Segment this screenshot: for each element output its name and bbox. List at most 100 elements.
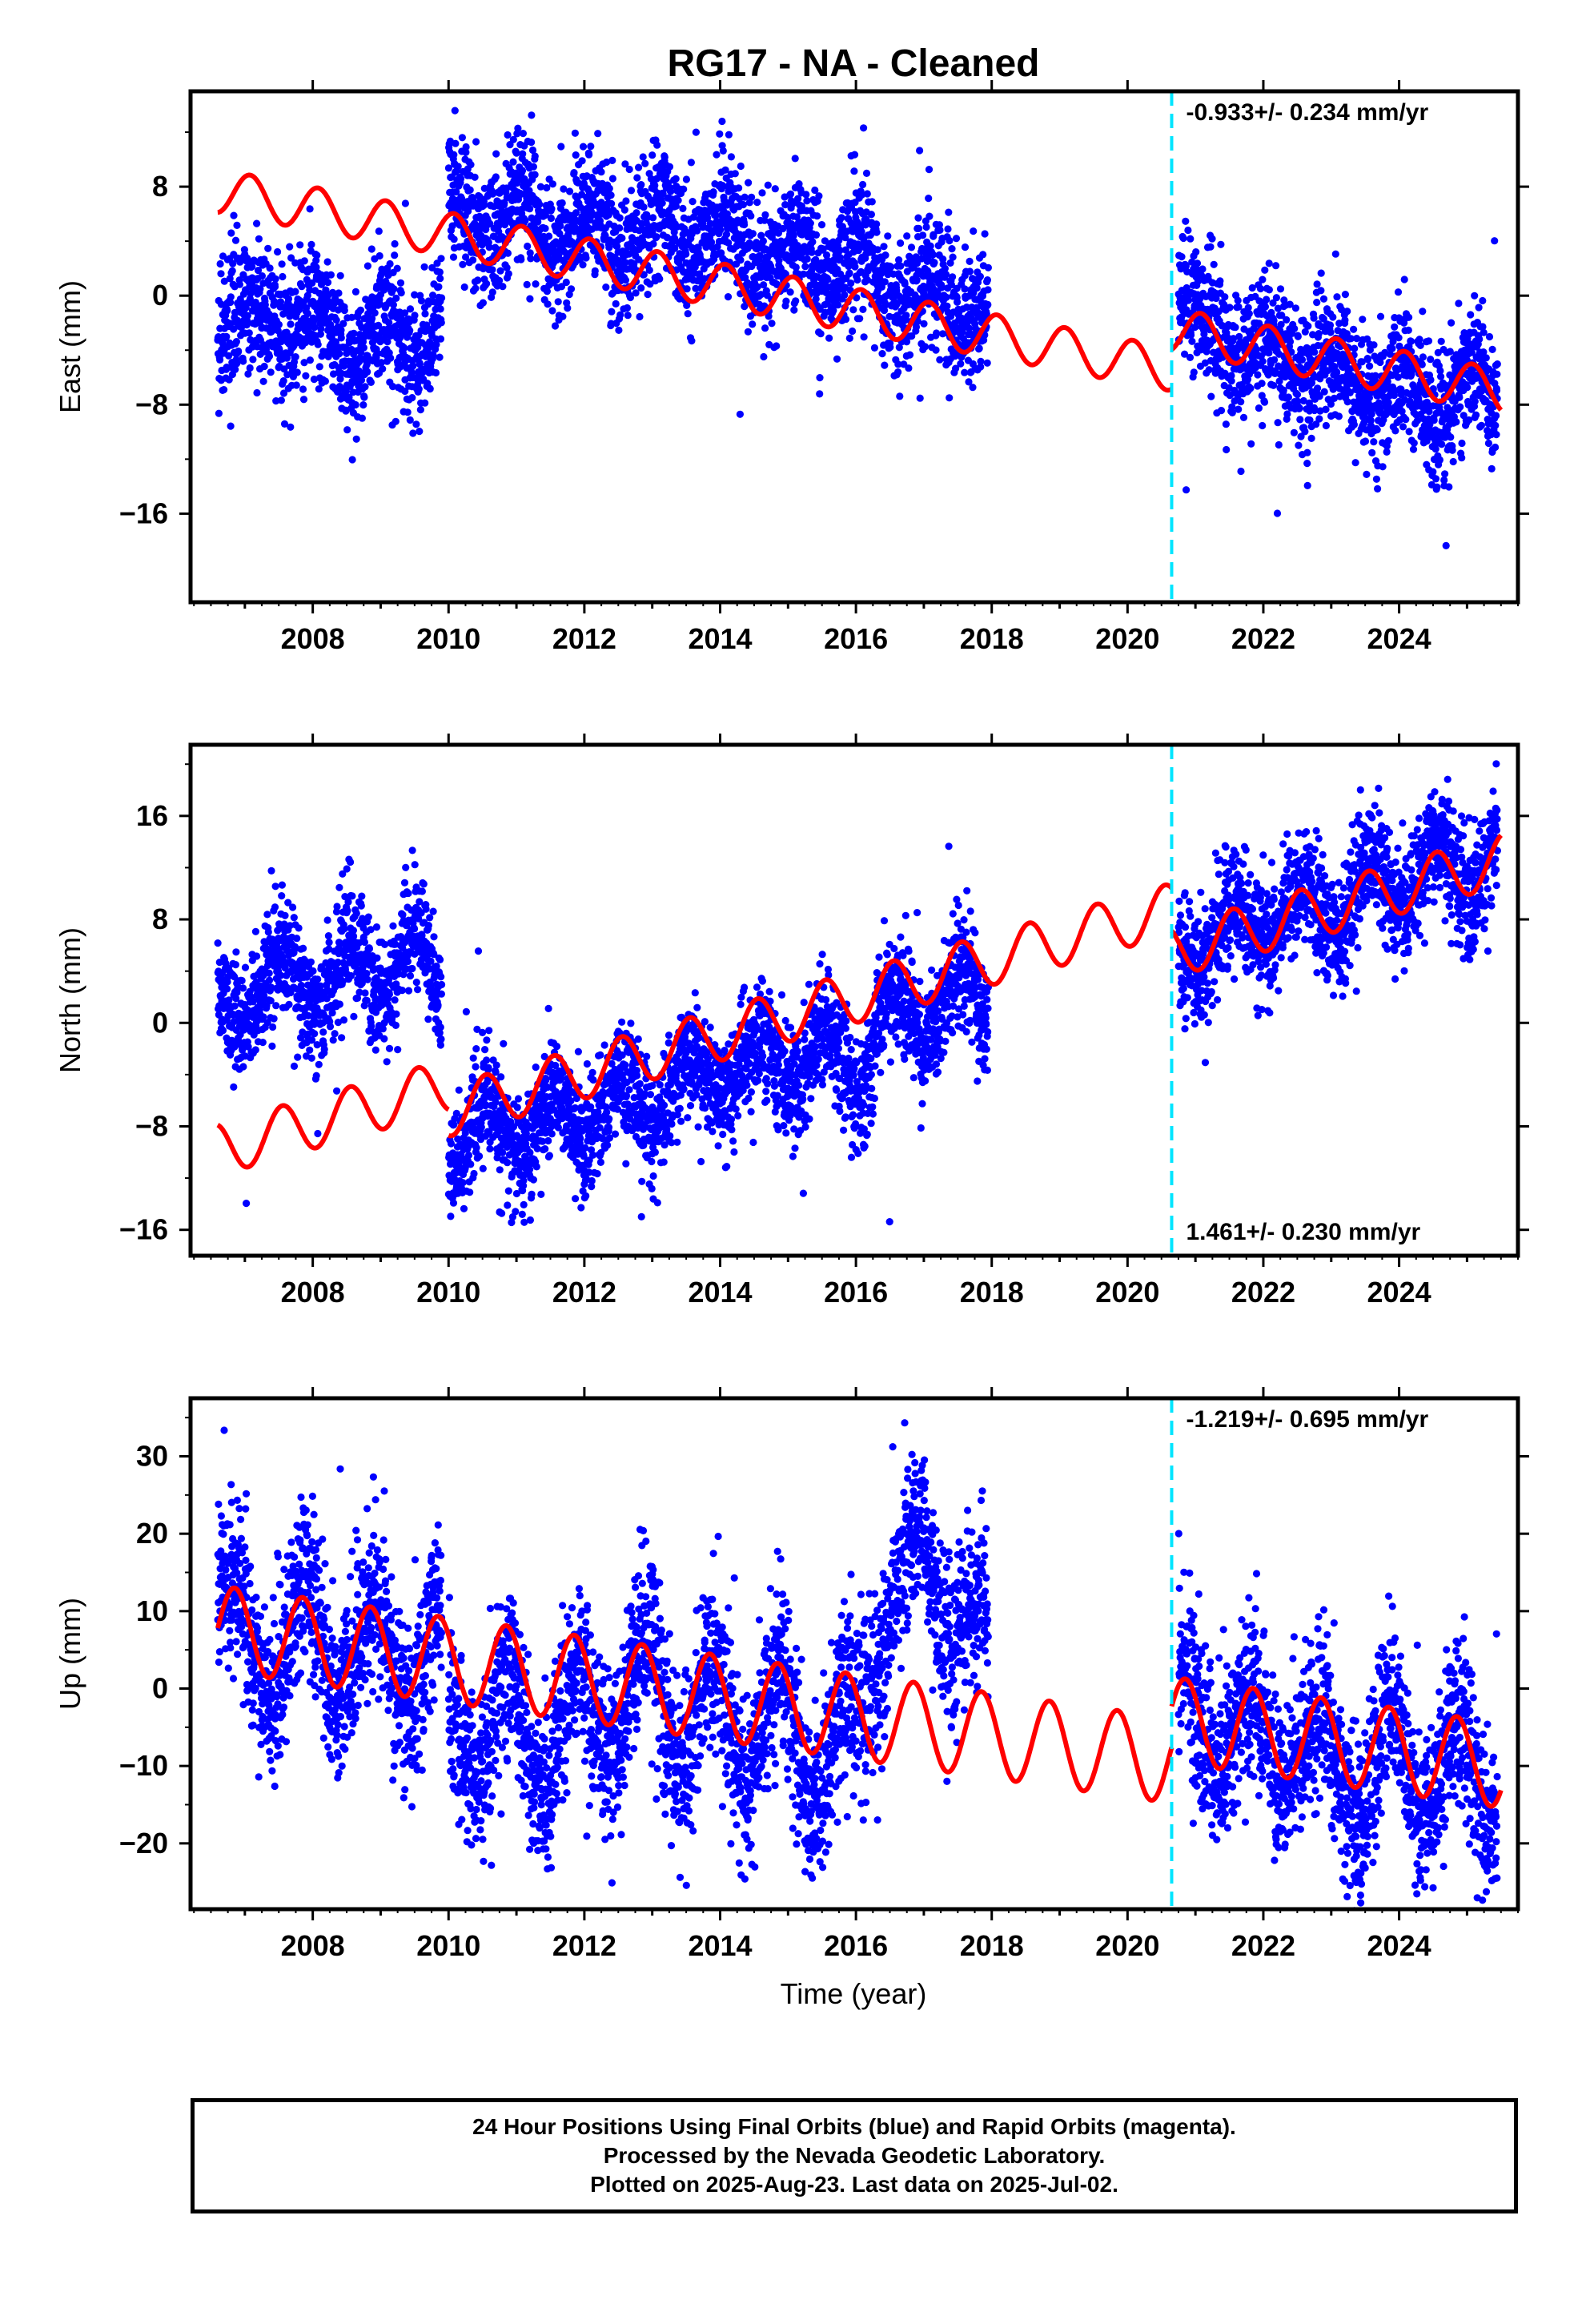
data-point (1223, 445, 1231, 454)
data-point (1322, 421, 1330, 430)
data-point (1290, 428, 1298, 436)
data-point (942, 271, 950, 279)
data-point (1343, 308, 1351, 316)
data-point (860, 124, 868, 132)
data-point (226, 275, 234, 283)
data-point (881, 278, 889, 286)
data-point (682, 250, 690, 258)
data-point (432, 340, 440, 348)
data-point (389, 300, 397, 309)
data-point (303, 309, 311, 318)
data-point (379, 365, 387, 373)
data-point (870, 344, 878, 352)
data-point (1311, 348, 1319, 356)
data-point (761, 324, 769, 332)
data-point (1234, 296, 1242, 304)
data-point (466, 186, 474, 194)
data-point (299, 396, 308, 404)
data-point (1258, 380, 1266, 388)
data-point (543, 287, 552, 296)
data-point (302, 372, 310, 380)
data-point (1446, 348, 1454, 356)
data-point (658, 199, 666, 207)
data-point (564, 304, 572, 312)
data-point (471, 173, 479, 181)
data-point (760, 281, 768, 289)
data-point (845, 269, 853, 277)
data-point (621, 259, 629, 267)
data-point (291, 353, 299, 361)
data-point (271, 283, 279, 291)
x-tick-label: 2010 (416, 622, 480, 655)
data-point (293, 368, 301, 376)
data-point (1254, 371, 1262, 379)
data-point (1376, 312, 1385, 320)
data-point (406, 305, 415, 313)
data-point (765, 267, 773, 276)
data-point (438, 294, 446, 302)
data-point (462, 143, 470, 151)
data-point (868, 198, 876, 206)
data-point (458, 134, 467, 142)
data-point (265, 352, 274, 360)
data-point (850, 151, 859, 159)
data-point (306, 356, 314, 364)
data-point (616, 214, 624, 222)
data-point (480, 201, 488, 209)
data-point (621, 276, 630, 284)
data-point (1273, 509, 1282, 517)
data-point (881, 251, 889, 259)
data-point (352, 435, 360, 443)
data-point (1394, 288, 1403, 296)
data-point (526, 249, 534, 257)
data-point (571, 129, 580, 137)
data-point (292, 381, 300, 389)
data-point (632, 289, 640, 297)
data-point (637, 284, 645, 292)
data-point (526, 205, 534, 213)
data-point (435, 283, 443, 291)
data-point (313, 251, 321, 259)
data-point (845, 334, 853, 342)
data-point (227, 299, 235, 307)
data-point (903, 232, 911, 240)
data-point (692, 128, 701, 136)
data-point (1284, 393, 1292, 401)
data-point (474, 276, 482, 284)
data-point (1217, 240, 1225, 248)
data-point (275, 320, 283, 328)
data-point (633, 174, 641, 182)
data-point (790, 306, 798, 314)
data-point (608, 156, 616, 164)
model-fit-line-east (216, 172, 451, 254)
data-point (684, 310, 692, 318)
data-point (315, 363, 323, 371)
data-point (532, 280, 540, 288)
data-point (509, 135, 517, 143)
data-point (544, 300, 552, 308)
data-point (233, 360, 241, 368)
data-point (639, 153, 647, 161)
data-point (949, 273, 957, 281)
data-point (713, 151, 721, 159)
data-point (421, 399, 429, 407)
data-point (936, 226, 944, 234)
data-point (1366, 362, 1374, 370)
data-point (1492, 431, 1500, 439)
data-point (217, 270, 225, 278)
data-point (1484, 439, 1492, 448)
data-point (761, 216, 769, 224)
data-point (1351, 459, 1359, 467)
data-point (1314, 384, 1322, 392)
data-point (249, 356, 257, 364)
data-point (887, 263, 895, 271)
data-point (233, 221, 241, 229)
data-point (558, 199, 566, 207)
data-point (259, 377, 267, 385)
data-point (1479, 296, 1487, 305)
data-point (393, 264, 401, 272)
data-point (913, 276, 921, 284)
data-point (1419, 308, 1427, 316)
data-point (1186, 353, 1195, 361)
data-point (786, 288, 794, 296)
